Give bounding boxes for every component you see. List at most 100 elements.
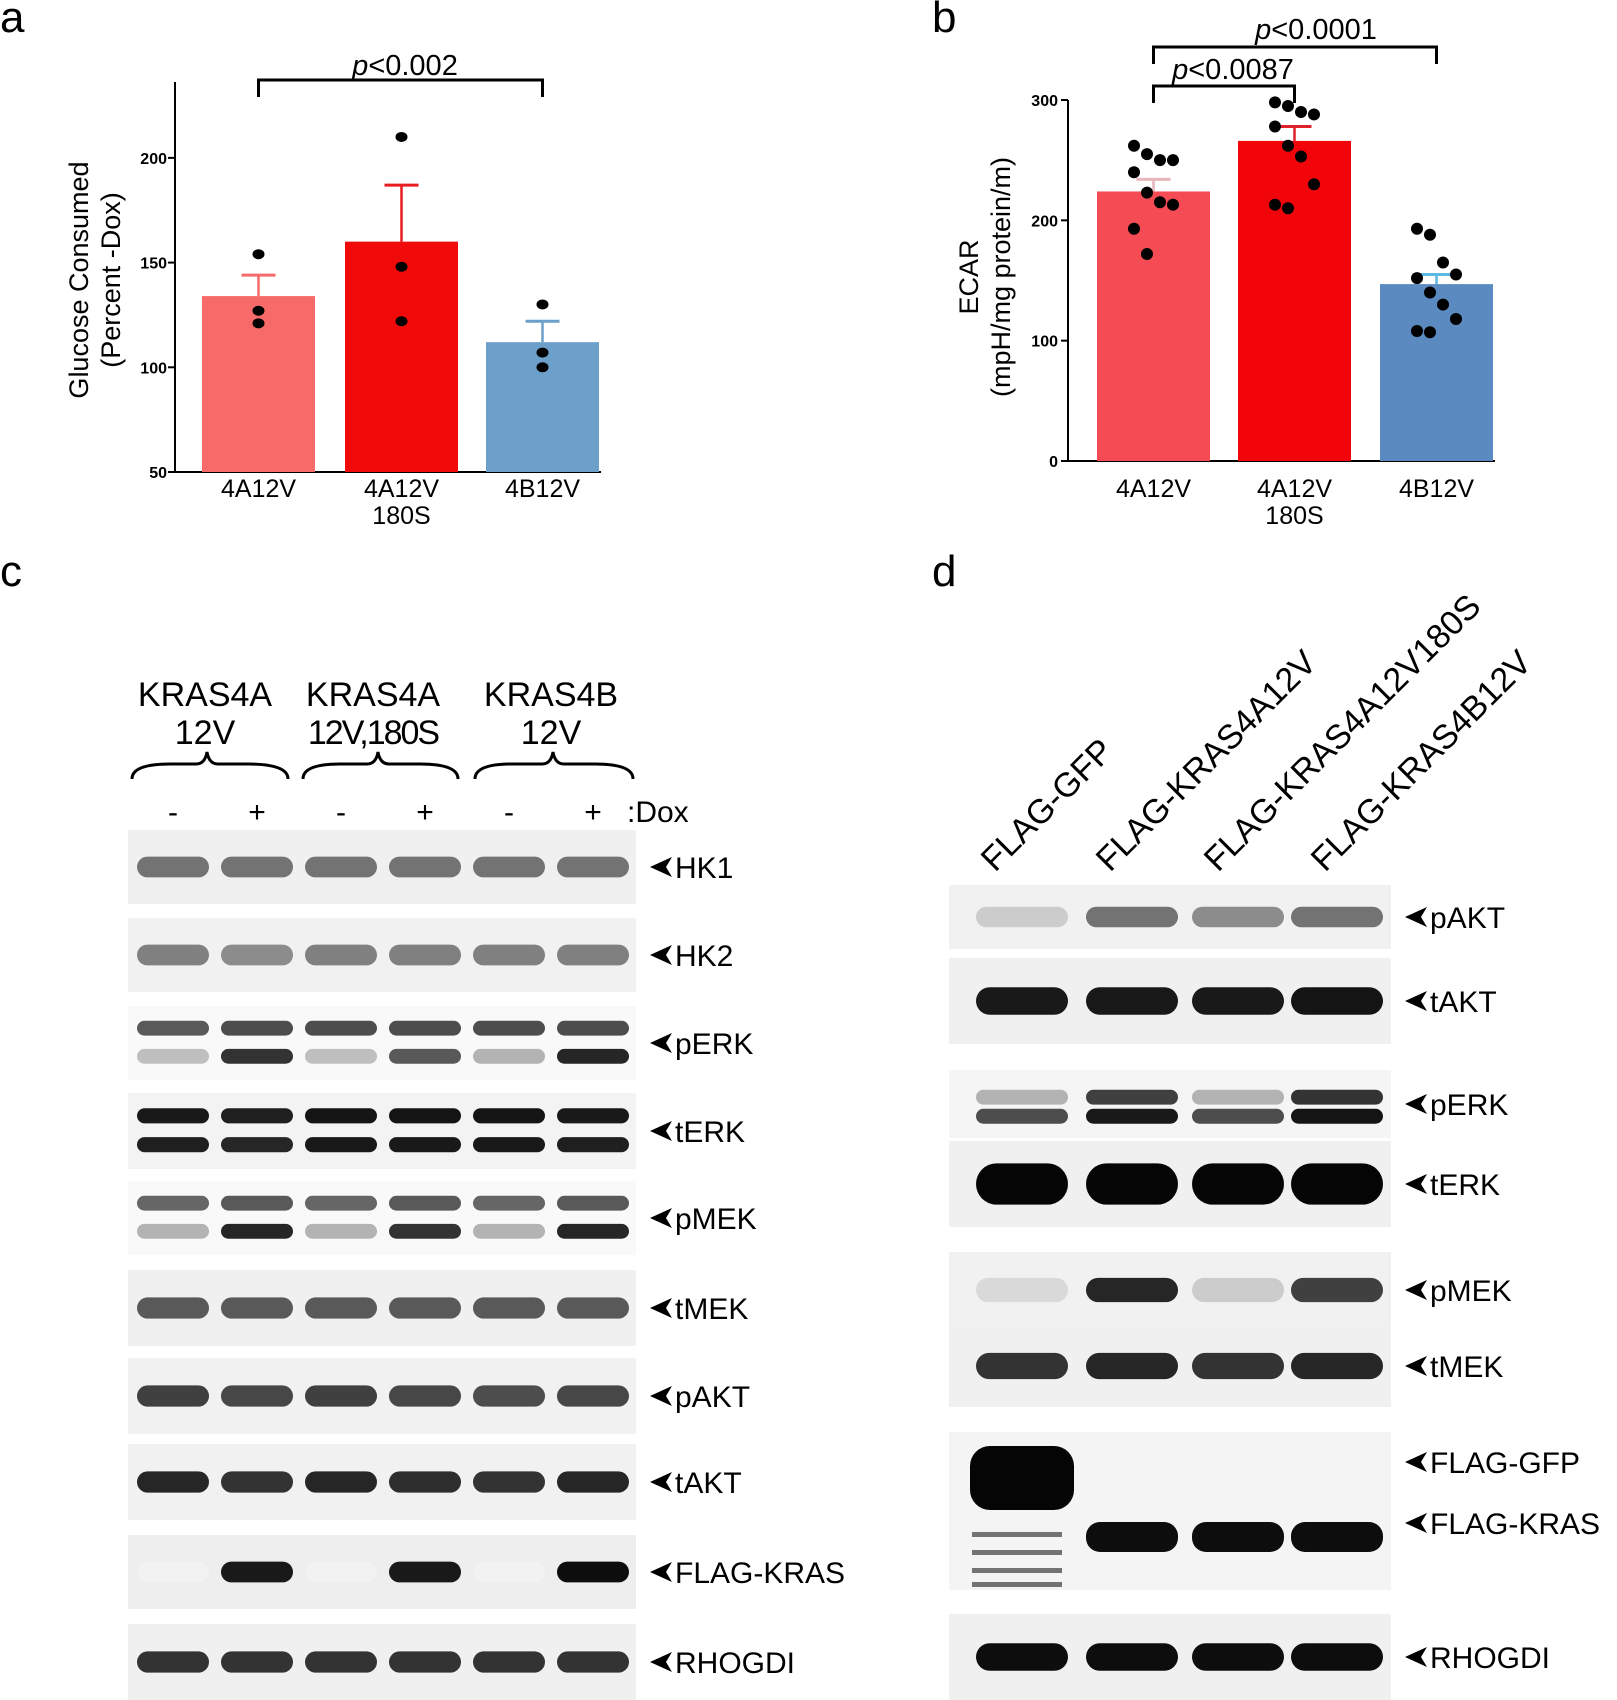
- blot-c-band: [473, 1651, 545, 1673]
- panel-label-b: b: [932, 0, 956, 42]
- chart-b-ylabel-line1: ECAR: [954, 239, 984, 314]
- blot-c-band: [389, 1223, 461, 1239]
- blot-c-brace-1: [130, 751, 290, 780]
- chart-b-bar: [1238, 140, 1351, 461]
- blot-c-strip: [128, 1006, 636, 1080]
- blot-d-band: [1086, 987, 1178, 1015]
- blot-c-band: [221, 1108, 293, 1124]
- blot-d-band: [972, 1550, 1062, 1555]
- chart-b-data-point: [1269, 120, 1281, 133]
- chart-b-category-label: 4B12V: [1399, 475, 1474, 503]
- chart-a-pvalue-label: p<0.002: [351, 50, 458, 82]
- chart-b-data-point: [1141, 248, 1153, 261]
- blot-c-band: [389, 1195, 461, 1211]
- blot-c-arrowhead: [650, 1472, 672, 1492]
- blot-c-band: [389, 1137, 461, 1153]
- chart-b-significance-bracket: [1152, 84, 1296, 103]
- blot-c-band: [137, 1471, 209, 1493]
- chart-b-data-point: [1411, 222, 1423, 235]
- blot-d-row-label: pERK: [1430, 1089, 1508, 1122]
- blot-d-arrowhead: [1405, 1094, 1427, 1114]
- blot-d-band: [1192, 1522, 1284, 1552]
- blot-d-band: [1086, 1643, 1178, 1671]
- chart-b-data-point: [1269, 96, 1281, 109]
- blot-d-arrowhead: [1405, 1280, 1427, 1300]
- blot-c-band: [305, 1385, 377, 1407]
- chart-b: ECAR (mpH/mg protein/m) 0 100 200 300 4A12V 4…: [954, 14, 1495, 530]
- blot-c-group3-line2: 12V: [521, 714, 582, 752]
- blot-c-arrowhead: [650, 857, 672, 877]
- blot-c-band: [221, 944, 293, 966]
- blot-d-row-label: pAKT: [1430, 902, 1505, 935]
- chart-b-data-point: [1437, 298, 1449, 311]
- blot-c-band: [305, 1223, 377, 1239]
- blot-c-band: [305, 856, 377, 878]
- blot-d-band: [1086, 906, 1178, 928]
- chart-b-data-point: [1282, 202, 1294, 215]
- chart-b-data-point: [1141, 148, 1153, 161]
- chart-b-bar: [1097, 191, 1210, 461]
- chart-b-data-point: [1282, 139, 1294, 152]
- blot-c-band: [557, 1297, 629, 1319]
- blot-c-band: [557, 1048, 629, 1064]
- blot-c-band: [305, 944, 377, 966]
- blot-c-band: [305, 1048, 377, 1064]
- blot-c: KRAS4A 12V KRAS4A 12V,180S KRAS4B 12V - …: [128, 676, 845, 1700]
- blot-c-band: [221, 1137, 293, 1153]
- blot-d-band: [976, 906, 1068, 928]
- blot-c-row-label: HK1: [675, 852, 733, 885]
- blot-d-row-label: pMEK: [1430, 1275, 1512, 1308]
- panel-label-d: d: [932, 547, 956, 596]
- blot-c-arrowhead: [650, 1121, 672, 1141]
- chart-a-data-point: [536, 299, 549, 310]
- blot-c-band: [137, 944, 209, 966]
- blot-d-band: [1291, 906, 1383, 928]
- blot-c-band: [221, 1020, 293, 1036]
- blot-c-band: [389, 1561, 461, 1583]
- chart-a-significance-bracket: [257, 78, 544, 97]
- blot-c-arrowhead: [650, 1298, 672, 1318]
- blot-d-band: [970, 1446, 1074, 1510]
- blot-d-arrowhead: [1405, 1513, 1427, 1533]
- blot-c-band: [389, 1048, 461, 1064]
- blot-c-row-label: tAKT: [675, 1467, 742, 1500]
- blot-d-row-label: FLAG-KRAS: [1430, 1508, 1600, 1541]
- blot-c-band: [137, 1561, 209, 1583]
- blot-d: FLAG-GFP FLAG-KRAS4A12V FLAG-KRAS4A12V18…: [949, 587, 1600, 1700]
- chart-a-bar: [486, 342, 599, 472]
- blot-c-arrowhead: [650, 1652, 672, 1672]
- panel-label-c: c: [0, 547, 22, 596]
- blot-c-band: [137, 1108, 209, 1124]
- blot-d-row-label: tAKT: [1430, 986, 1497, 1019]
- blot-c-brace-3: [473, 751, 635, 780]
- chart-b-ytick-label: 0: [1049, 454, 1058, 471]
- chart-b-data-point: [1437, 256, 1449, 269]
- blot-c-strip: [128, 1624, 636, 1700]
- blot-c-band: [473, 1020, 545, 1036]
- blot-c-band: [389, 856, 461, 878]
- blot-c-arrowhead: [650, 945, 672, 965]
- blot-d-arrowhead: [1405, 1356, 1427, 1376]
- blot-c-group2-line1: KRAS4A: [306, 676, 440, 714]
- blot-c-row-label: RHOGDI: [675, 1647, 795, 1680]
- blot-c-band: [389, 944, 461, 966]
- dox-sign-4: +: [416, 796, 434, 829]
- chart-a-data-point: [252, 249, 265, 260]
- blot-c-band: [473, 1385, 545, 1407]
- blot-c-strip: [128, 1270, 636, 1346]
- blot-c-band: [305, 1297, 377, 1319]
- blot-d-band: [976, 987, 1068, 1015]
- blot-c-arrowhead: [650, 1562, 672, 1582]
- blot-d-band: [1086, 1163, 1178, 1205]
- blot-c-band: [137, 1195, 209, 1211]
- chart-a-ytick-label: 50: [149, 465, 167, 482]
- blot-d-band: [1291, 1522, 1383, 1552]
- blot-d-band: [972, 1582, 1062, 1587]
- chart-a: Glucose Consumed (Percent -Dox) 50 100 150…: [64, 50, 601, 530]
- blot-c-band: [305, 1561, 377, 1583]
- blot-c-band: [221, 1471, 293, 1493]
- blot-d-band: [1192, 1089, 1284, 1105]
- blot-c-band: [221, 1195, 293, 1211]
- blot-c-band: [389, 1108, 461, 1124]
- blot-c-band: [137, 1651, 209, 1673]
